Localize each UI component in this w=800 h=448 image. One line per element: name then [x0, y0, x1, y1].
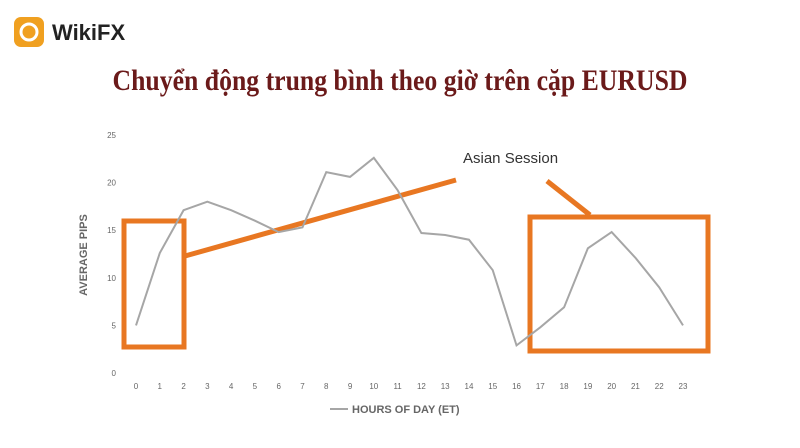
x-tick-label: 11 [393, 382, 402, 391]
x-tick-label: 15 [488, 382, 497, 391]
x-tick-label: 2 [181, 382, 186, 391]
x-tick-label: 10 [369, 382, 378, 391]
x-tick-label: 20 [607, 382, 616, 391]
x-tick-label: 4 [229, 382, 234, 391]
x-tick-label: 22 [655, 382, 664, 391]
x-tick-label: 16 [512, 382, 521, 391]
legend-label: HOURS OF DAY (ET) [352, 404, 460, 416]
data-line [135, 156, 684, 348]
x-tick-label: 8 [324, 382, 329, 391]
x-tick-label: 9 [348, 382, 353, 391]
x-tick-label: 21 [631, 382, 640, 391]
y-tick-label: 15 [107, 226, 116, 235]
annotation: Asian Session [463, 150, 558, 167]
x-tick-label: 5 [253, 382, 258, 391]
logo-icon [14, 17, 44, 47]
x-tick-label: 13 [441, 382, 450, 391]
x-tick-label: 7 [300, 382, 305, 391]
pointer-line [184, 177, 457, 259]
x-tick-label: 17 [536, 382, 545, 391]
logo-mark [19, 22, 39, 42]
x-tick-label: 1 [158, 382, 163, 391]
x-tick-label: 14 [465, 382, 474, 391]
y-tick-label: 0 [112, 369, 117, 378]
pointer-line [545, 179, 592, 217]
x-tick-label: 12 [417, 382, 426, 391]
x-tick-label: 18 [560, 382, 569, 391]
x-tick-label: 19 [583, 382, 592, 391]
highlights [121, 177, 711, 354]
y-tick-label: 20 [107, 179, 116, 188]
y-tick-label: 5 [112, 321, 117, 330]
brand: WikiFX [52, 20, 125, 45]
y-axis-label: AVERAGE PIPS [78, 214, 90, 296]
x-tick-label: 3 [205, 382, 210, 391]
y-tick-label: 10 [107, 274, 116, 283]
x-tick-label: 0 [134, 382, 139, 391]
highlight-box [527, 214, 711, 354]
x-tick-label: 6 [276, 382, 281, 391]
highlight-box [121, 218, 187, 350]
chart-title: Chuyển động trung bình theo giờ trên cặp… [113, 64, 688, 97]
y-tick-label: 25 [107, 131, 116, 140]
x-tick-label: 23 [679, 382, 688, 391]
